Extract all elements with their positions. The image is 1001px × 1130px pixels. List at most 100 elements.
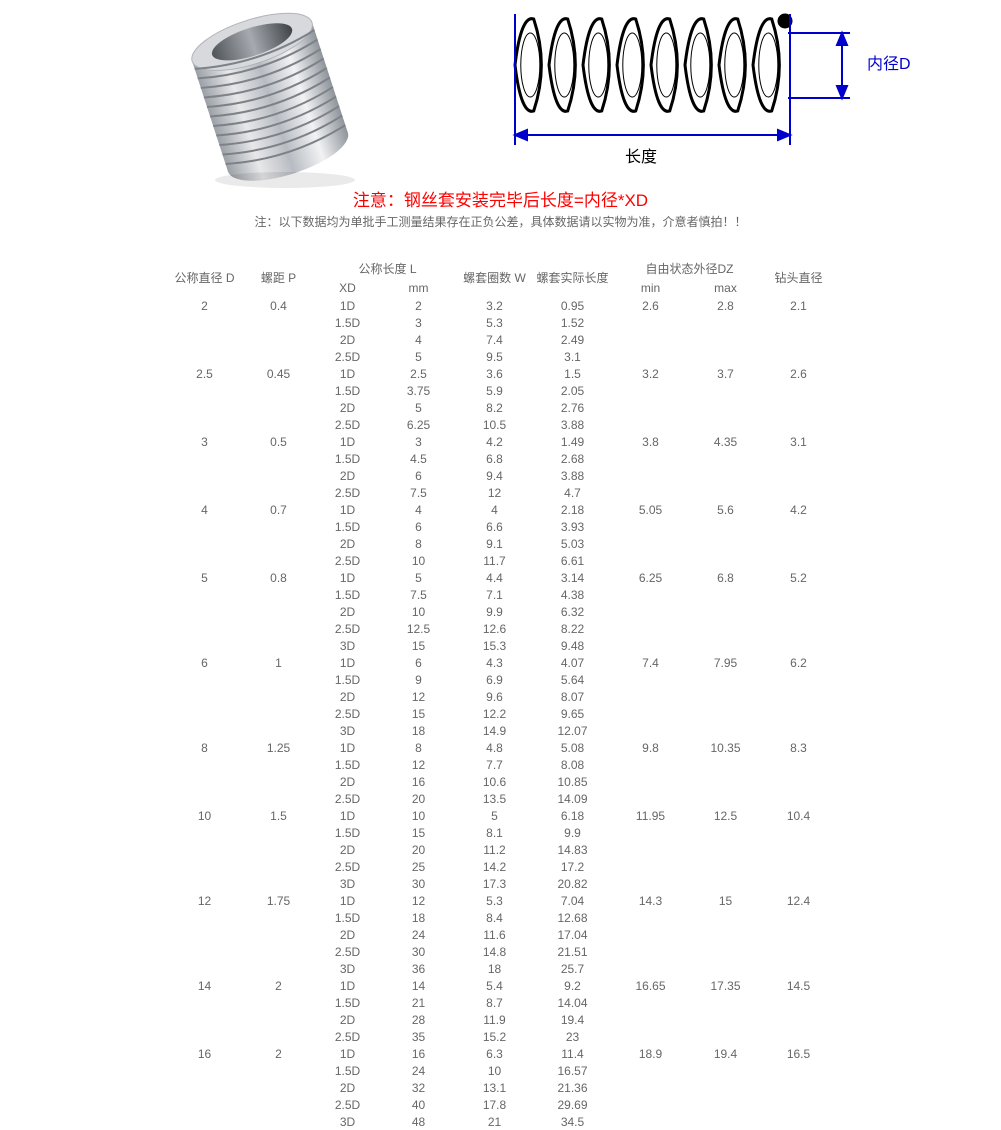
table-cell: 10.5 xyxy=(459,416,531,433)
table-cell: 17.3 xyxy=(459,875,531,892)
table-cell: 0.8 xyxy=(241,569,317,586)
table-cell: 9.6 xyxy=(459,688,531,705)
table-cell: 10 xyxy=(379,552,459,569)
table-cell xyxy=(765,382,833,399)
table-cell xyxy=(765,773,833,790)
table-cell: 3D xyxy=(317,637,379,654)
table-cell xyxy=(241,705,317,722)
table-cell: 8 xyxy=(379,535,459,552)
table-cell xyxy=(687,518,765,535)
table-cell: 1D xyxy=(317,433,379,450)
table-cell xyxy=(241,858,317,875)
th-XD: XD xyxy=(317,279,379,297)
table-cell: 9.65 xyxy=(531,705,615,722)
table-cell: 5 xyxy=(379,569,459,586)
table-cell xyxy=(615,909,687,926)
table-cell: 2.5D xyxy=(317,705,379,722)
table-cell: 3.88 xyxy=(531,467,615,484)
table-cell: 1.5D xyxy=(317,909,379,926)
table-cell: 1 xyxy=(241,654,317,671)
table-cell xyxy=(765,841,833,858)
table-cell xyxy=(765,586,833,603)
table-cell: 2.5D xyxy=(317,858,379,875)
table-cell: 12 xyxy=(379,756,459,773)
table-row: 1.5D158.19.9 xyxy=(169,824,833,841)
table-cell: 14.83 xyxy=(531,841,615,858)
table-cell xyxy=(765,348,833,365)
table-cell: 8 xyxy=(379,739,459,756)
table-cell xyxy=(169,416,241,433)
table-cell xyxy=(169,790,241,807)
table-row: 2D89.15.03 xyxy=(169,535,833,552)
table-cell: 2D xyxy=(317,1079,379,1096)
table-cell: 6 xyxy=(169,654,241,671)
table-cell xyxy=(241,484,317,501)
table-cell: 16 xyxy=(169,1045,241,1062)
table-cell: 14.2 xyxy=(459,858,531,875)
table-cell xyxy=(615,824,687,841)
table-cell xyxy=(169,875,241,892)
table-cell: 17.35 xyxy=(687,977,765,994)
table-cell: 11.7 xyxy=(459,552,531,569)
table-cell: 6.32 xyxy=(531,603,615,620)
table-cell: 1.5D xyxy=(317,314,379,331)
table-cell: 16.5 xyxy=(765,1045,833,1062)
table-cell xyxy=(687,399,765,416)
table-cell: 8.08 xyxy=(531,756,615,773)
table-cell xyxy=(169,926,241,943)
table-cell: 2.5D xyxy=(317,620,379,637)
table-cell: 14.09 xyxy=(531,790,615,807)
table-cell: 4.07 xyxy=(531,654,615,671)
table-cell: 2D xyxy=(317,1011,379,1028)
table-cell xyxy=(241,586,317,603)
table-cell: 9.9 xyxy=(459,603,531,620)
table-cell: 9.5 xyxy=(459,348,531,365)
table-cell xyxy=(687,994,765,1011)
table-cell xyxy=(169,518,241,535)
table-cell xyxy=(687,314,765,331)
table-cell xyxy=(615,858,687,875)
table-cell xyxy=(169,314,241,331)
th-mm: mm xyxy=(379,279,459,297)
table-cell xyxy=(765,1028,833,1045)
table-cell xyxy=(765,926,833,943)
table-row: 2.5D1512.29.65 xyxy=(169,705,833,722)
table-cell: 32 xyxy=(379,1079,459,1096)
table-cell: 15.2 xyxy=(459,1028,531,1045)
table-cell: 20.82 xyxy=(531,875,615,892)
table-cell xyxy=(765,1096,833,1113)
table-cell xyxy=(615,637,687,654)
table-cell xyxy=(169,773,241,790)
table-cell: 19.4 xyxy=(687,1045,765,1062)
table-cell: 2.5 xyxy=(169,365,241,382)
table-cell xyxy=(169,1062,241,1079)
table-cell: 2 xyxy=(169,297,241,314)
table-cell xyxy=(765,960,833,977)
table-cell: 8.7 xyxy=(459,994,531,1011)
table-row: 2.5D4017.829.69 xyxy=(169,1096,833,1113)
table-cell xyxy=(169,994,241,1011)
table-cell: 1.5D xyxy=(317,586,379,603)
table-cell xyxy=(169,841,241,858)
table-cell: 11.95 xyxy=(615,807,687,824)
table-cell: 5 xyxy=(459,807,531,824)
table-cell xyxy=(765,790,833,807)
table-cell: 9.2 xyxy=(531,977,615,994)
table-row: 30.51D34.21.493.84.353.1 xyxy=(169,433,833,450)
th-P: 螺距 P xyxy=(241,258,317,297)
table-row: 1.5D66.63.93 xyxy=(169,518,833,535)
table-cell xyxy=(241,1113,317,1130)
table-cell xyxy=(765,756,833,773)
table-row: 2.5D3515.223 xyxy=(169,1028,833,1045)
table-cell: 3.88 xyxy=(531,416,615,433)
table-cell: 8 xyxy=(169,739,241,756)
table-cell xyxy=(169,1079,241,1096)
table-cell xyxy=(615,382,687,399)
table-cell: 3 xyxy=(379,433,459,450)
table-cell xyxy=(169,824,241,841)
table-cell: 10 xyxy=(169,807,241,824)
table-cell: 3D xyxy=(317,960,379,977)
table-cell: 5.2 xyxy=(765,569,833,586)
table-cell xyxy=(687,688,765,705)
table-cell: 6.25 xyxy=(615,569,687,586)
